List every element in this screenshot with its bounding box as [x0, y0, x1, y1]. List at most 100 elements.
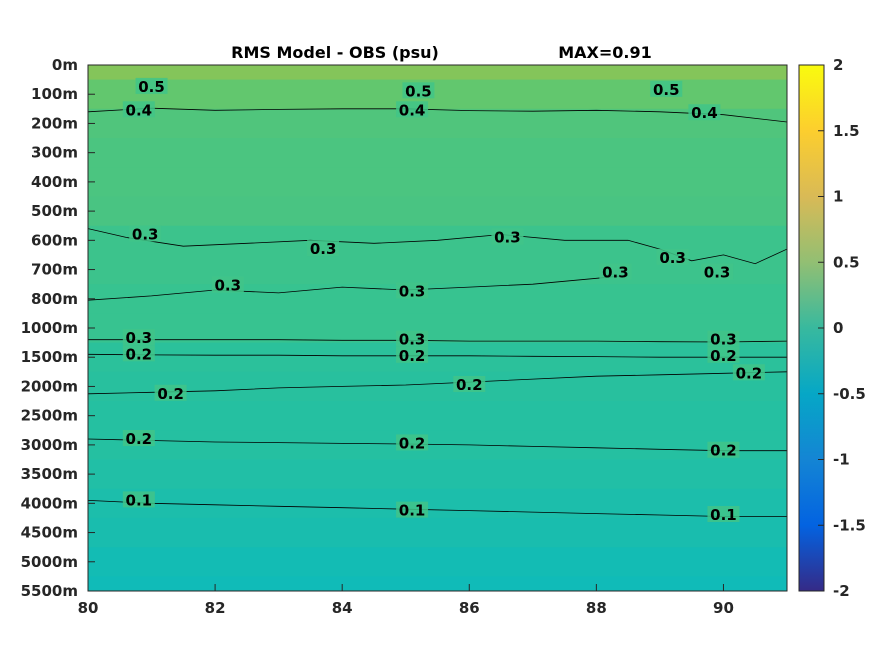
field-row-2500m: [88, 401, 787, 431]
colorbar-tick-label: -1.5: [833, 516, 866, 534]
max-label: MAX=0.91: [558, 43, 652, 62]
contour-label: 0.3: [659, 249, 686, 267]
y-tick-label: 4500m: [21, 524, 78, 542]
x-tick-label: 88: [586, 599, 607, 617]
contour-label-bg: [732, 364, 765, 381]
contour-label: 0.3: [132, 225, 159, 243]
contour-line-2: [88, 275, 629, 301]
y-tick-label: 300m: [31, 144, 78, 162]
x-axis: 80 82 84 86 88 90: [78, 584, 734, 617]
colorbar-tick-label: 0: [833, 319, 843, 337]
contour-label: 0.5: [138, 78, 165, 96]
y-tick-label: 3500m: [21, 465, 78, 483]
y-tick-label: 5000m: [21, 553, 78, 571]
y-tick-label: 2500m: [21, 407, 78, 425]
contour-label: 0.3: [310, 240, 337, 258]
contour-label-bg: [135, 77, 168, 94]
contour-label-bg: [396, 501, 429, 518]
contour-label-bg: [650, 80, 683, 97]
heatmap-field: [88, 65, 787, 591]
field-row-0m: [88, 65, 787, 81]
y-axis: 0m 100m 200m 300m 400m 500m 600m 700m 800m 1000m 1…: [21, 56, 95, 600]
contour-label: 0.4: [126, 101, 153, 119]
chart-title: RMS Model - OBS (psu): [231, 43, 439, 62]
contour-label-bg: [707, 506, 740, 523]
y-tick-label: 600m: [31, 231, 78, 249]
y-tick-label: 3000m: [21, 436, 78, 454]
contour-label: 0.2: [157, 385, 184, 403]
field-row-400m: [88, 167, 787, 197]
contour-label-bg: [396, 330, 429, 347]
contour-label: 0.1: [399, 502, 426, 520]
contour-label: 0.5: [405, 82, 432, 100]
contour-line-7: [88, 500, 787, 517]
contour-label: 0.1: [710, 506, 737, 524]
x-tick-label: 84: [332, 599, 353, 617]
y-tick-label: 0m: [52, 56, 78, 74]
field-row-3500m: [88, 459, 787, 490]
contour-label: 0.3: [215, 277, 242, 295]
contour-label-bg: [154, 384, 187, 401]
contour-line-0: [88, 107, 787, 123]
contour-line-4: [88, 353, 787, 358]
field-row-4500m: [88, 517, 787, 548]
contour-label-bg: [402, 82, 435, 99]
contour-line-3: [88, 339, 787, 343]
contour-label: 0.3: [494, 228, 521, 246]
contour-label: 0.4: [691, 104, 718, 122]
contour-line-5: [88, 371, 787, 395]
contour-label-bg: [453, 375, 486, 392]
contour-label: 0.5: [653, 81, 680, 99]
colorbar-axis: 2 1.5 1 0.5 0 -0.5 -1 -1.5 -2: [818, 56, 866, 600]
contour-label: 0.3: [399, 331, 426, 349]
contour-label-bg: [707, 330, 740, 347]
contour-label: 0.3: [704, 263, 731, 281]
x-tick-label: 80: [78, 599, 99, 617]
colorbar-tick-label: 0.5: [833, 253, 860, 271]
contour-label: 0.3: [710, 331, 737, 349]
y-tick-label: 4000m: [21, 494, 78, 512]
y-tick-label: 1000m: [21, 319, 78, 337]
contour-label: 0.2: [456, 376, 483, 394]
field-row-500m: [88, 196, 787, 227]
contour-label-bg: [129, 225, 162, 242]
contour-labels: 0.5 0.5 0.50.4 0.4 0.40.30.30.30.30.30.30.3 0…: [122, 77, 765, 524]
contour-label-bg: [656, 248, 689, 265]
colorbar-tick-label: -2: [833, 582, 850, 600]
contour-label: 0.2: [399, 434, 426, 452]
field-row-5500m: [88, 576, 787, 591]
contour-label: 0.4: [399, 101, 426, 119]
field-row-5000m: [88, 547, 787, 577]
field-row-200m: [88, 108, 787, 139]
contour-label-bg: [307, 240, 340, 257]
contour-label-bg: [688, 104, 721, 121]
colorbar-tick-label: 2: [833, 56, 843, 74]
contour-label-bg: [122, 345, 155, 362]
field-row-1000m: [88, 313, 787, 344]
field-row-4000m: [88, 488, 787, 519]
contour-label-bg: [396, 346, 429, 363]
contour-label: 0.2: [736, 364, 763, 382]
field-row-800m: [88, 284, 787, 314]
y-tick-label: 500m: [31, 202, 78, 220]
contour-label-bg: [122, 101, 155, 118]
contour-label: 0.2: [126, 345, 153, 363]
contour-label: 0.1: [126, 491, 153, 509]
contour-label: 0.2: [399, 347, 426, 365]
contour-label: 0.3: [602, 263, 629, 281]
y-tick-label: 700m: [31, 261, 78, 279]
y-tick-label: 200m: [31, 114, 78, 132]
y-tick-label: 1500m: [21, 348, 78, 366]
x-tick-label: 86: [459, 599, 480, 617]
contour-label-bg: [396, 434, 429, 451]
colorbar-tick-label: -1: [833, 451, 850, 469]
y-tick-label: 800m: [31, 290, 78, 308]
x-tick-label: 82: [205, 599, 226, 617]
contour-line-6: [88, 438, 787, 452]
y-tick-label: 400m: [31, 173, 78, 191]
y-tick-label: 2000m: [21, 377, 78, 395]
contour-label-bg: [396, 282, 429, 299]
colorbar-tick-label: 1.5: [833, 122, 860, 140]
contour-label: 0.2: [126, 430, 153, 448]
